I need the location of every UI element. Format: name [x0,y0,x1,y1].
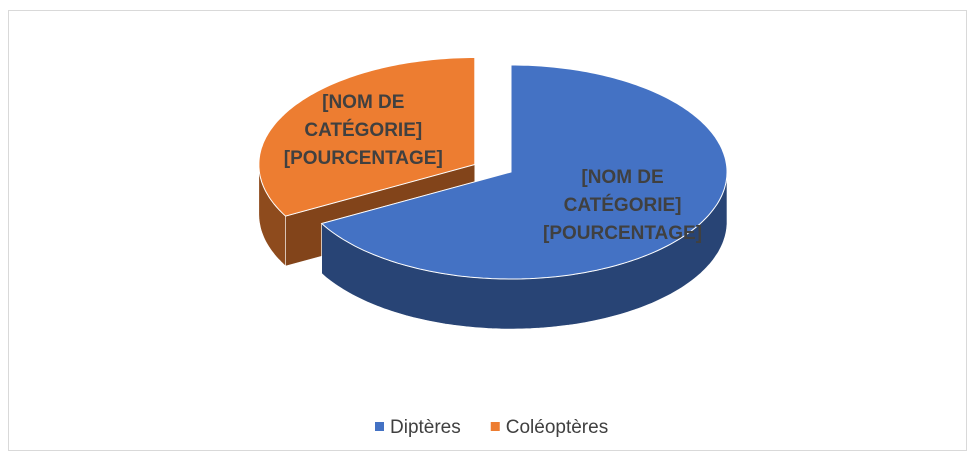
pie-slice [258,57,476,217]
pie-slice [320,64,728,280]
data-label: [NOM DE [322,92,404,113]
data-label: [POURCENTAGE] [284,148,443,169]
legend-swatch [375,422,384,431]
data-label: CATÉGORIE] [304,119,422,141]
legend-swatch [490,422,500,431]
data-label: CATÉGORIE] [564,194,682,216]
data-label: [NOM DE [581,167,663,188]
legend-label: Diptères [390,417,461,438]
legend-label: Coléoptères [506,417,608,438]
data-label: [POURCENTAGE] [543,223,702,244]
